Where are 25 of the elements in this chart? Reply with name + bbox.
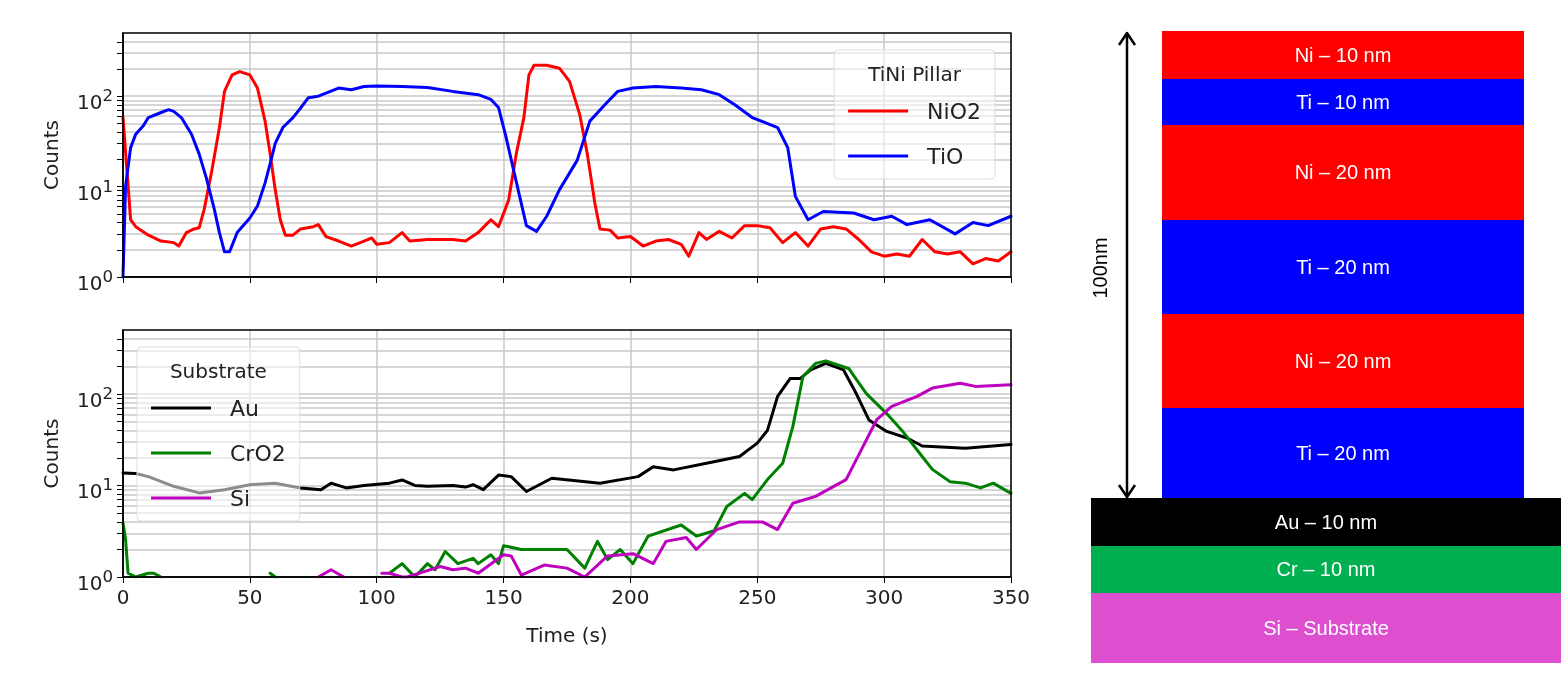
legend-title: Substrate [169,358,267,383]
legend-label: NiO2 [927,98,982,124]
legend-label: Au [230,395,259,421]
x-axis-title: Time (s) [525,623,608,647]
text: 100nm [1088,237,1112,299]
x-tick-label: 100 [357,585,396,609]
legend-label: TiO [926,143,964,169]
legend-label: Si [230,485,251,511]
y-tick-label: 10$^{2}$ [76,85,113,115]
legend-label: CrO2 [230,440,286,466]
y-tick-label: 10$^{2}$ [76,382,113,413]
x-tick-label: 250 [738,585,777,609]
x-tick-label: 300 [865,585,904,609]
y-tick-label: 10$^{0}$ [76,566,113,596]
y-tick-label: 10$^{0}$ [76,266,113,296]
y-tick-label: 10$^{1}$ [76,175,113,206]
y-axis-title: Counts [39,418,63,489]
legend-title: TiNi Pillar [867,61,962,86]
x-tick-label: 0 [116,585,130,609]
x-tick-label: 350 [991,585,1031,609]
x-tick-label: 150 [484,585,523,609]
x-tick-label: 200 [611,585,650,609]
y-tick-label: 10$^{1}$ [76,474,113,505]
y-axis-title: Counts [39,120,63,190]
x-tick-label: 50 [237,585,263,609]
